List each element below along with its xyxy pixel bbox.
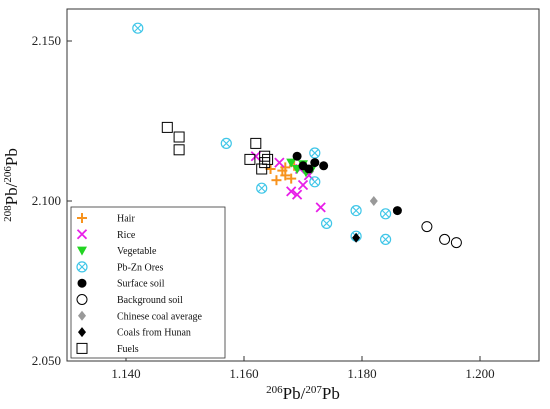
point-coals-from-hunan bbox=[352, 232, 361, 243]
legend-label: Surface soil bbox=[117, 279, 165, 290]
point-fuels bbox=[173, 131, 185, 143]
point-fuels bbox=[256, 163, 268, 175]
axis-ticks: 1.140 1.160 1.180 1.200 2.050 2.100 2.150 bbox=[32, 33, 495, 381]
y-tick-label: 2.100 bbox=[32, 193, 61, 208]
point-surface-soil bbox=[292, 151, 302, 161]
y-axis-title-sup: 208 bbox=[2, 205, 14, 222]
legend-box bbox=[70, 206, 226, 359]
y-axis-title-base2: Pb bbox=[2, 148, 21, 166]
x-tick-label: 1.200 bbox=[465, 366, 494, 381]
legend-marker bbox=[78, 310, 86, 321]
legend-marker bbox=[76, 229, 88, 240]
point-vegetable bbox=[286, 158, 297, 168]
legend-label: Chinese coal average bbox=[117, 311, 203, 322]
point-rice bbox=[291, 189, 303, 200]
legend: Hair Rice Vegetable Pb-Zn Ores Surface soil B… bbox=[76, 213, 203, 355]
x-tick-label: 1.160 bbox=[229, 366, 258, 381]
point-pb-zn-ores bbox=[220, 137, 232, 149]
legend-marker bbox=[76, 342, 88, 354]
point-hair bbox=[271, 175, 282, 186]
x-tick-label: 1.140 bbox=[111, 366, 140, 381]
legend-marker bbox=[77, 213, 87, 223]
point-pb-zn-ores bbox=[309, 176, 321, 188]
legend-label: Coals from Hunan bbox=[117, 328, 191, 339]
point-pb-zn-ores bbox=[380, 233, 392, 245]
point-pb-zn-ores bbox=[321, 217, 333, 229]
legend-marker bbox=[76, 261, 88, 273]
point-rice bbox=[286, 186, 297, 197]
point-rice bbox=[297, 179, 309, 191]
x-axis-title-base: Pb/ bbox=[283, 384, 306, 403]
point-pb-zn-ores bbox=[350, 205, 362, 217]
point-background-soil bbox=[421, 221, 433, 233]
point-fuels bbox=[250, 137, 262, 149]
legend-marker bbox=[77, 246, 87, 256]
point-surface-soil bbox=[319, 161, 329, 171]
legend-marker bbox=[78, 327, 86, 338]
point-rice bbox=[250, 151, 261, 162]
point-chinese-coal-average bbox=[369, 196, 378, 206]
x-tick-label: 1.180 bbox=[347, 366, 376, 381]
legend-marker bbox=[77, 278, 87, 288]
x-axis-title: 206Pb/207Pb bbox=[266, 384, 340, 403]
point-pb-zn-ores bbox=[132, 22, 144, 34]
point-hair bbox=[286, 173, 297, 184]
x-axis-title-base2: Pb bbox=[322, 384, 340, 403]
point-fuels bbox=[161, 121, 173, 133]
legend-label: Rice bbox=[117, 230, 136, 241]
point-surface-soil bbox=[310, 158, 320, 168]
legend-label: Hair bbox=[117, 214, 135, 225]
point-surface-soil bbox=[304, 164, 314, 174]
point-pb-zn-ores bbox=[380, 208, 392, 220]
y-axis-title: 208Pb/206Pb bbox=[2, 148, 21, 222]
point-rice bbox=[274, 157, 285, 168]
point-fuels bbox=[259, 150, 271, 162]
legend-label: Pb-Zn Ores bbox=[117, 262, 163, 273]
data-points bbox=[132, 22, 462, 249]
point-pb-zn-ores bbox=[256, 182, 268, 194]
point-background-soil bbox=[450, 237, 462, 249]
point-rice bbox=[315, 202, 326, 213]
point-fuels bbox=[262, 153, 274, 165]
legend-label: Fuels bbox=[117, 344, 139, 355]
legend-label: Background soil bbox=[117, 295, 183, 306]
point-fuels bbox=[244, 153, 256, 165]
y-axis-title-sup2: 206 bbox=[2, 166, 14, 183]
point-hair bbox=[280, 162, 291, 173]
y-axis-title-base: Pb/ bbox=[2, 182, 21, 205]
point-surface-soil bbox=[392, 206, 402, 216]
y-tick-label: 2.150 bbox=[32, 33, 61, 48]
plot-frame bbox=[66, 8, 540, 362]
point-fuels bbox=[259, 157, 271, 169]
y-tick-label: 2.050 bbox=[32, 353, 61, 368]
point-background-soil bbox=[439, 233, 451, 245]
x-axis-title-sup2: 207 bbox=[305, 384, 322, 396]
point-pb-zn-ores bbox=[309, 147, 321, 159]
point-hair bbox=[265, 164, 276, 174]
legend-label: Vegetable bbox=[117, 246, 157, 257]
x-axis-title-sup: 206 bbox=[266, 384, 283, 396]
point-fuels bbox=[173, 144, 185, 156]
legend-marker bbox=[76, 294, 88, 305]
